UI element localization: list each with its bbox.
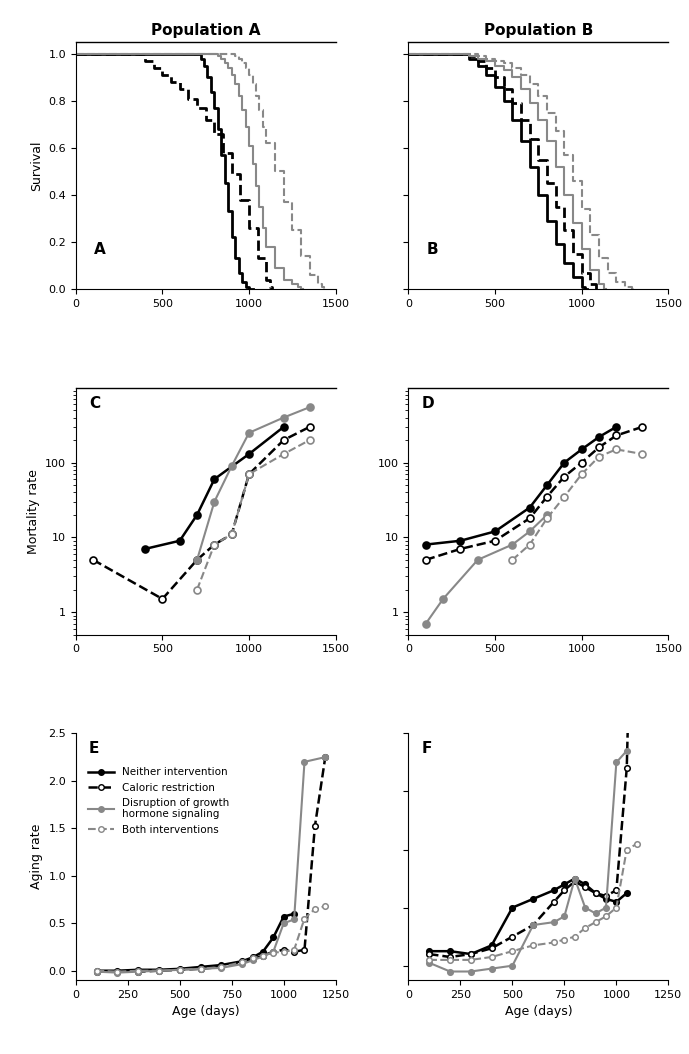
- Text: C: C: [89, 395, 100, 410]
- X-axis label: Age (days): Age (days): [504, 1006, 572, 1018]
- Text: D: D: [422, 395, 434, 410]
- Text: B: B: [426, 242, 438, 257]
- Title: Population B: Population B: [484, 23, 593, 38]
- Text: F: F: [422, 741, 432, 756]
- Y-axis label: Aging rate: Aging rate: [30, 824, 43, 890]
- Text: A: A: [94, 242, 105, 257]
- Y-axis label: Survival: Survival: [30, 140, 43, 191]
- Title: Population A: Population A: [151, 23, 260, 38]
- Text: E: E: [89, 741, 99, 756]
- X-axis label: Age (days): Age (days): [172, 1006, 240, 1018]
- Y-axis label: Mortality rate: Mortality rate: [26, 469, 39, 553]
- Legend: Neither intervention, Caloric restriction, Disruption of growth
hormone signalin: Neither intervention, Caloric restrictio…: [83, 763, 234, 839]
